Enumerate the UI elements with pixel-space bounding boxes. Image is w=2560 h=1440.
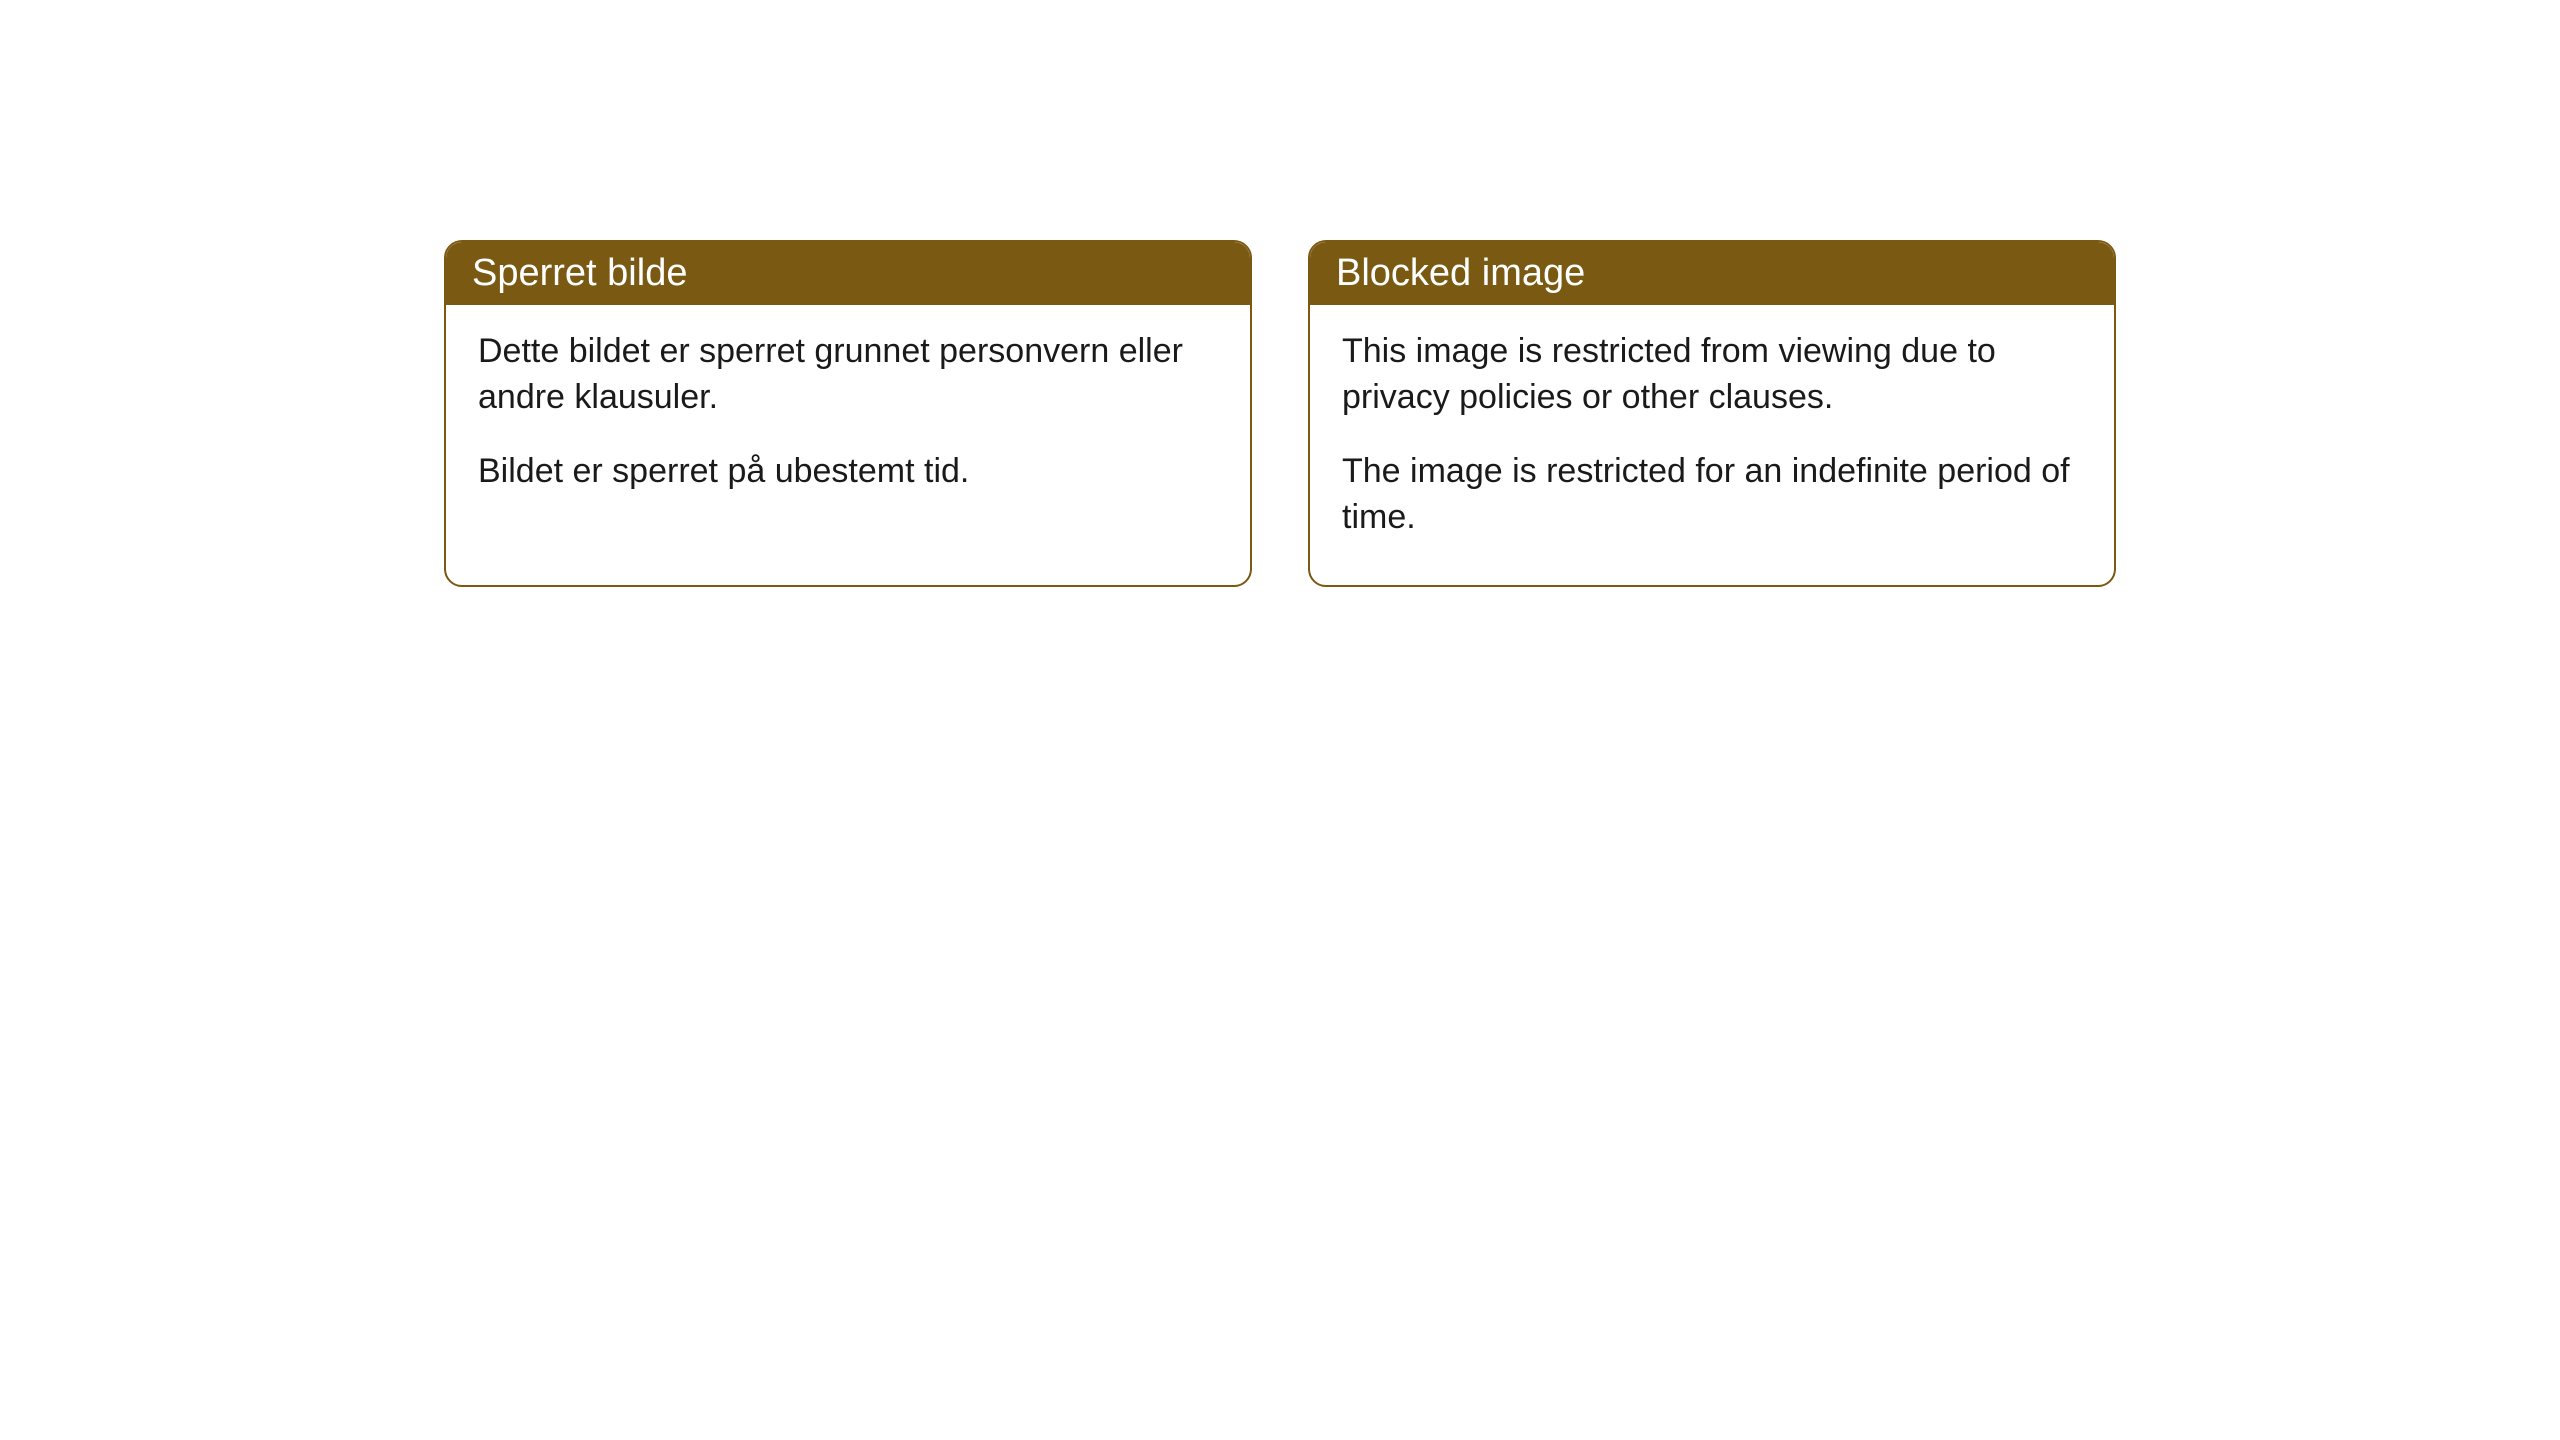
card-body: This image is restricted from viewing du… [1310,305,2114,585]
notice-container: Sperret bilde Dette bildet er sperret gr… [0,240,2560,587]
card-paragraph-1: Dette bildet er sperret grunnet personve… [478,329,1218,421]
card-body: Dette bildet er sperret grunnet personve… [446,305,1250,539]
card-header: Sperret bilde [446,242,1250,305]
blocked-image-card-english: Blocked image This image is restricted f… [1308,240,2116,587]
blocked-image-card-norwegian: Sperret bilde Dette bildet er sperret gr… [444,240,1252,587]
card-paragraph-2: The image is restricted for an indefinit… [1342,449,2082,541]
card-title: Sperret bilde [472,252,687,294]
card-title: Blocked image [1336,252,1585,294]
card-header: Blocked image [1310,242,2114,305]
card-paragraph-1: This image is restricted from viewing du… [1342,329,2082,421]
card-paragraph-2: Bildet er sperret på ubestemt tid. [478,449,1218,495]
